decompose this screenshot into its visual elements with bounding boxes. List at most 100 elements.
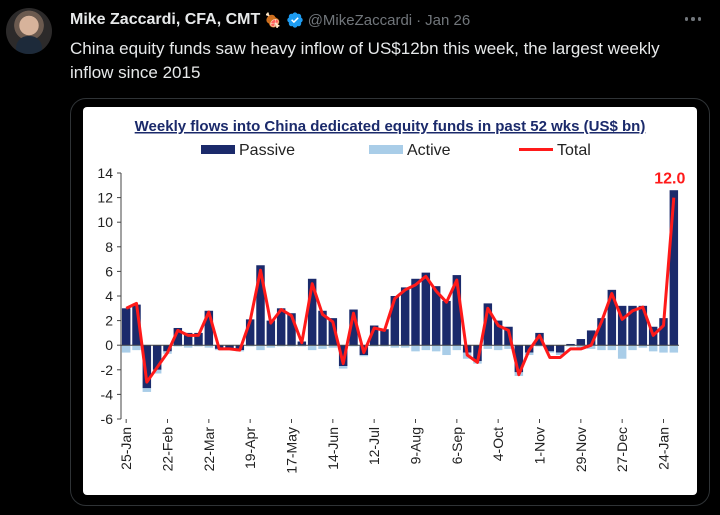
x-tick-label: 22-Mar (201, 427, 217, 472)
active-bar (628, 345, 637, 351)
active-bar (576, 345, 586, 348)
active-bar (287, 345, 296, 347)
flows-chart: Weekly flows into China dedicated equity… (97, 118, 685, 474)
active-bar (142, 388, 152, 392)
active-bar (617, 345, 627, 359)
passive-bar (431, 286, 441, 346)
author-name[interactable]: Mike Zaccardi, CFA, CMT (70, 11, 261, 28)
legend-label-active: Active (407, 142, 451, 159)
x-tick-label: 25-Jan (118, 427, 134, 470)
x-tick-label: 12-Jul (366, 427, 382, 465)
y-tick-label: 10 (97, 214, 113, 230)
passive-bar (276, 308, 286, 346)
passive-bar (204, 310, 214, 346)
passive-bar (617, 305, 627, 346)
active-bar (297, 345, 307, 347)
y-tick-label: 0 (105, 337, 113, 353)
active-bar (204, 345, 214, 348)
y-tick-label: 14 (97, 165, 113, 181)
x-tick-label: 29-Nov (573, 427, 589, 472)
passive-bar (586, 330, 596, 346)
active-bar (597, 345, 606, 351)
passive-bar (349, 309, 358, 346)
passive-bar (338, 345, 348, 367)
passive-bar (328, 318, 338, 346)
passive-bar (173, 327, 183, 346)
active-bar (266, 345, 276, 348)
x-tick-label: 14-Jun (325, 427, 341, 470)
active-bar (493, 345, 503, 351)
legend-swatch-active (369, 145, 403, 154)
active-bar (555, 352, 565, 356)
passive-bar (287, 313, 296, 346)
active-bar (545, 351, 555, 353)
active-bar (411, 345, 420, 352)
passive-bar (183, 332, 193, 346)
active-bar (504, 345, 513, 349)
y-tick-label: 2 (105, 313, 113, 329)
active-bar (669, 345, 679, 353)
media-card[interactable]: Weekly flows into China dedicated equity… (70, 98, 710, 506)
x-tick-label: 9-Aug (408, 427, 424, 464)
active-bar (194, 345, 203, 347)
passive-bar (555, 345, 565, 353)
meat-emoji-icon: 🍖 (264, 11, 282, 28)
passive-bar (628, 305, 637, 346)
passive-bar (442, 300, 451, 346)
total-line (125, 197, 676, 384)
active-bar (648, 345, 658, 352)
author-handle[interactable]: @MikeZaccardi (307, 11, 413, 29)
annotation-label: 12.0 (654, 171, 685, 188)
passive-bar (576, 339, 586, 346)
passive-bar (493, 320, 503, 346)
passive-bar (597, 318, 606, 346)
passive-bar (483, 303, 493, 346)
x-tick-label: 4-Oct (490, 427, 506, 461)
legend-label-total: Total (557, 142, 591, 159)
passive-bar (132, 304, 141, 346)
x-tick-label: 19-Apr (242, 427, 258, 469)
tweet-text: China equity funds saw heavy inflow of U… (70, 39, 660, 82)
passive-bar (380, 329, 389, 346)
passive-bar (514, 345, 524, 373)
active-bar (359, 355, 369, 357)
y-tick-label: -6 (101, 411, 114, 427)
active-bar (431, 345, 441, 352)
active-bar (659, 345, 668, 353)
active-bar (607, 345, 617, 351)
active-bar (318, 345, 327, 349)
tweet-date[interactable]: Jan 26 (425, 11, 471, 29)
active-bar (442, 345, 451, 356)
active-bar (183, 345, 193, 348)
active-bar (421, 345, 431, 351)
passive-bar (318, 310, 327, 346)
passive-bar (256, 265, 265, 346)
active-bar (307, 345, 317, 351)
passive-bar (266, 320, 276, 346)
active-bar (400, 345, 410, 348)
passive-bar (411, 278, 420, 346)
legend-swatch-passive (201, 145, 235, 154)
passive-bar (566, 343, 575, 346)
chart-container: Weekly flows into China dedicated equity… (83, 107, 697, 495)
y-tick-label: 6 (105, 263, 113, 279)
passive-bar (390, 296, 400, 346)
active-bar (132, 345, 141, 351)
passive-bar (225, 345, 234, 349)
active-bar (390, 345, 400, 348)
active-bar (276, 345, 286, 347)
active-bar (152, 369, 162, 374)
passive-bar (535, 332, 544, 346)
active-bar (349, 345, 358, 347)
passive-bar (669, 190, 679, 346)
verified-badge-icon (287, 12, 303, 28)
passive-bar (163, 345, 172, 352)
x-tick-label: 17-May (284, 427, 300, 474)
y-tick-label: 4 (105, 288, 113, 304)
x-tick-label: 24-Jan (656, 427, 672, 470)
avatar[interactable] (6, 8, 52, 54)
active-bar (369, 345, 379, 347)
more-options-icon[interactable] (680, 8, 706, 30)
active-bar (535, 345, 544, 347)
